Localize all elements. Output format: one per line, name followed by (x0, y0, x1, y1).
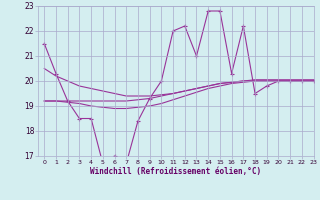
X-axis label: Windchill (Refroidissement éolien,°C): Windchill (Refroidissement éolien,°C) (91, 167, 261, 176)
